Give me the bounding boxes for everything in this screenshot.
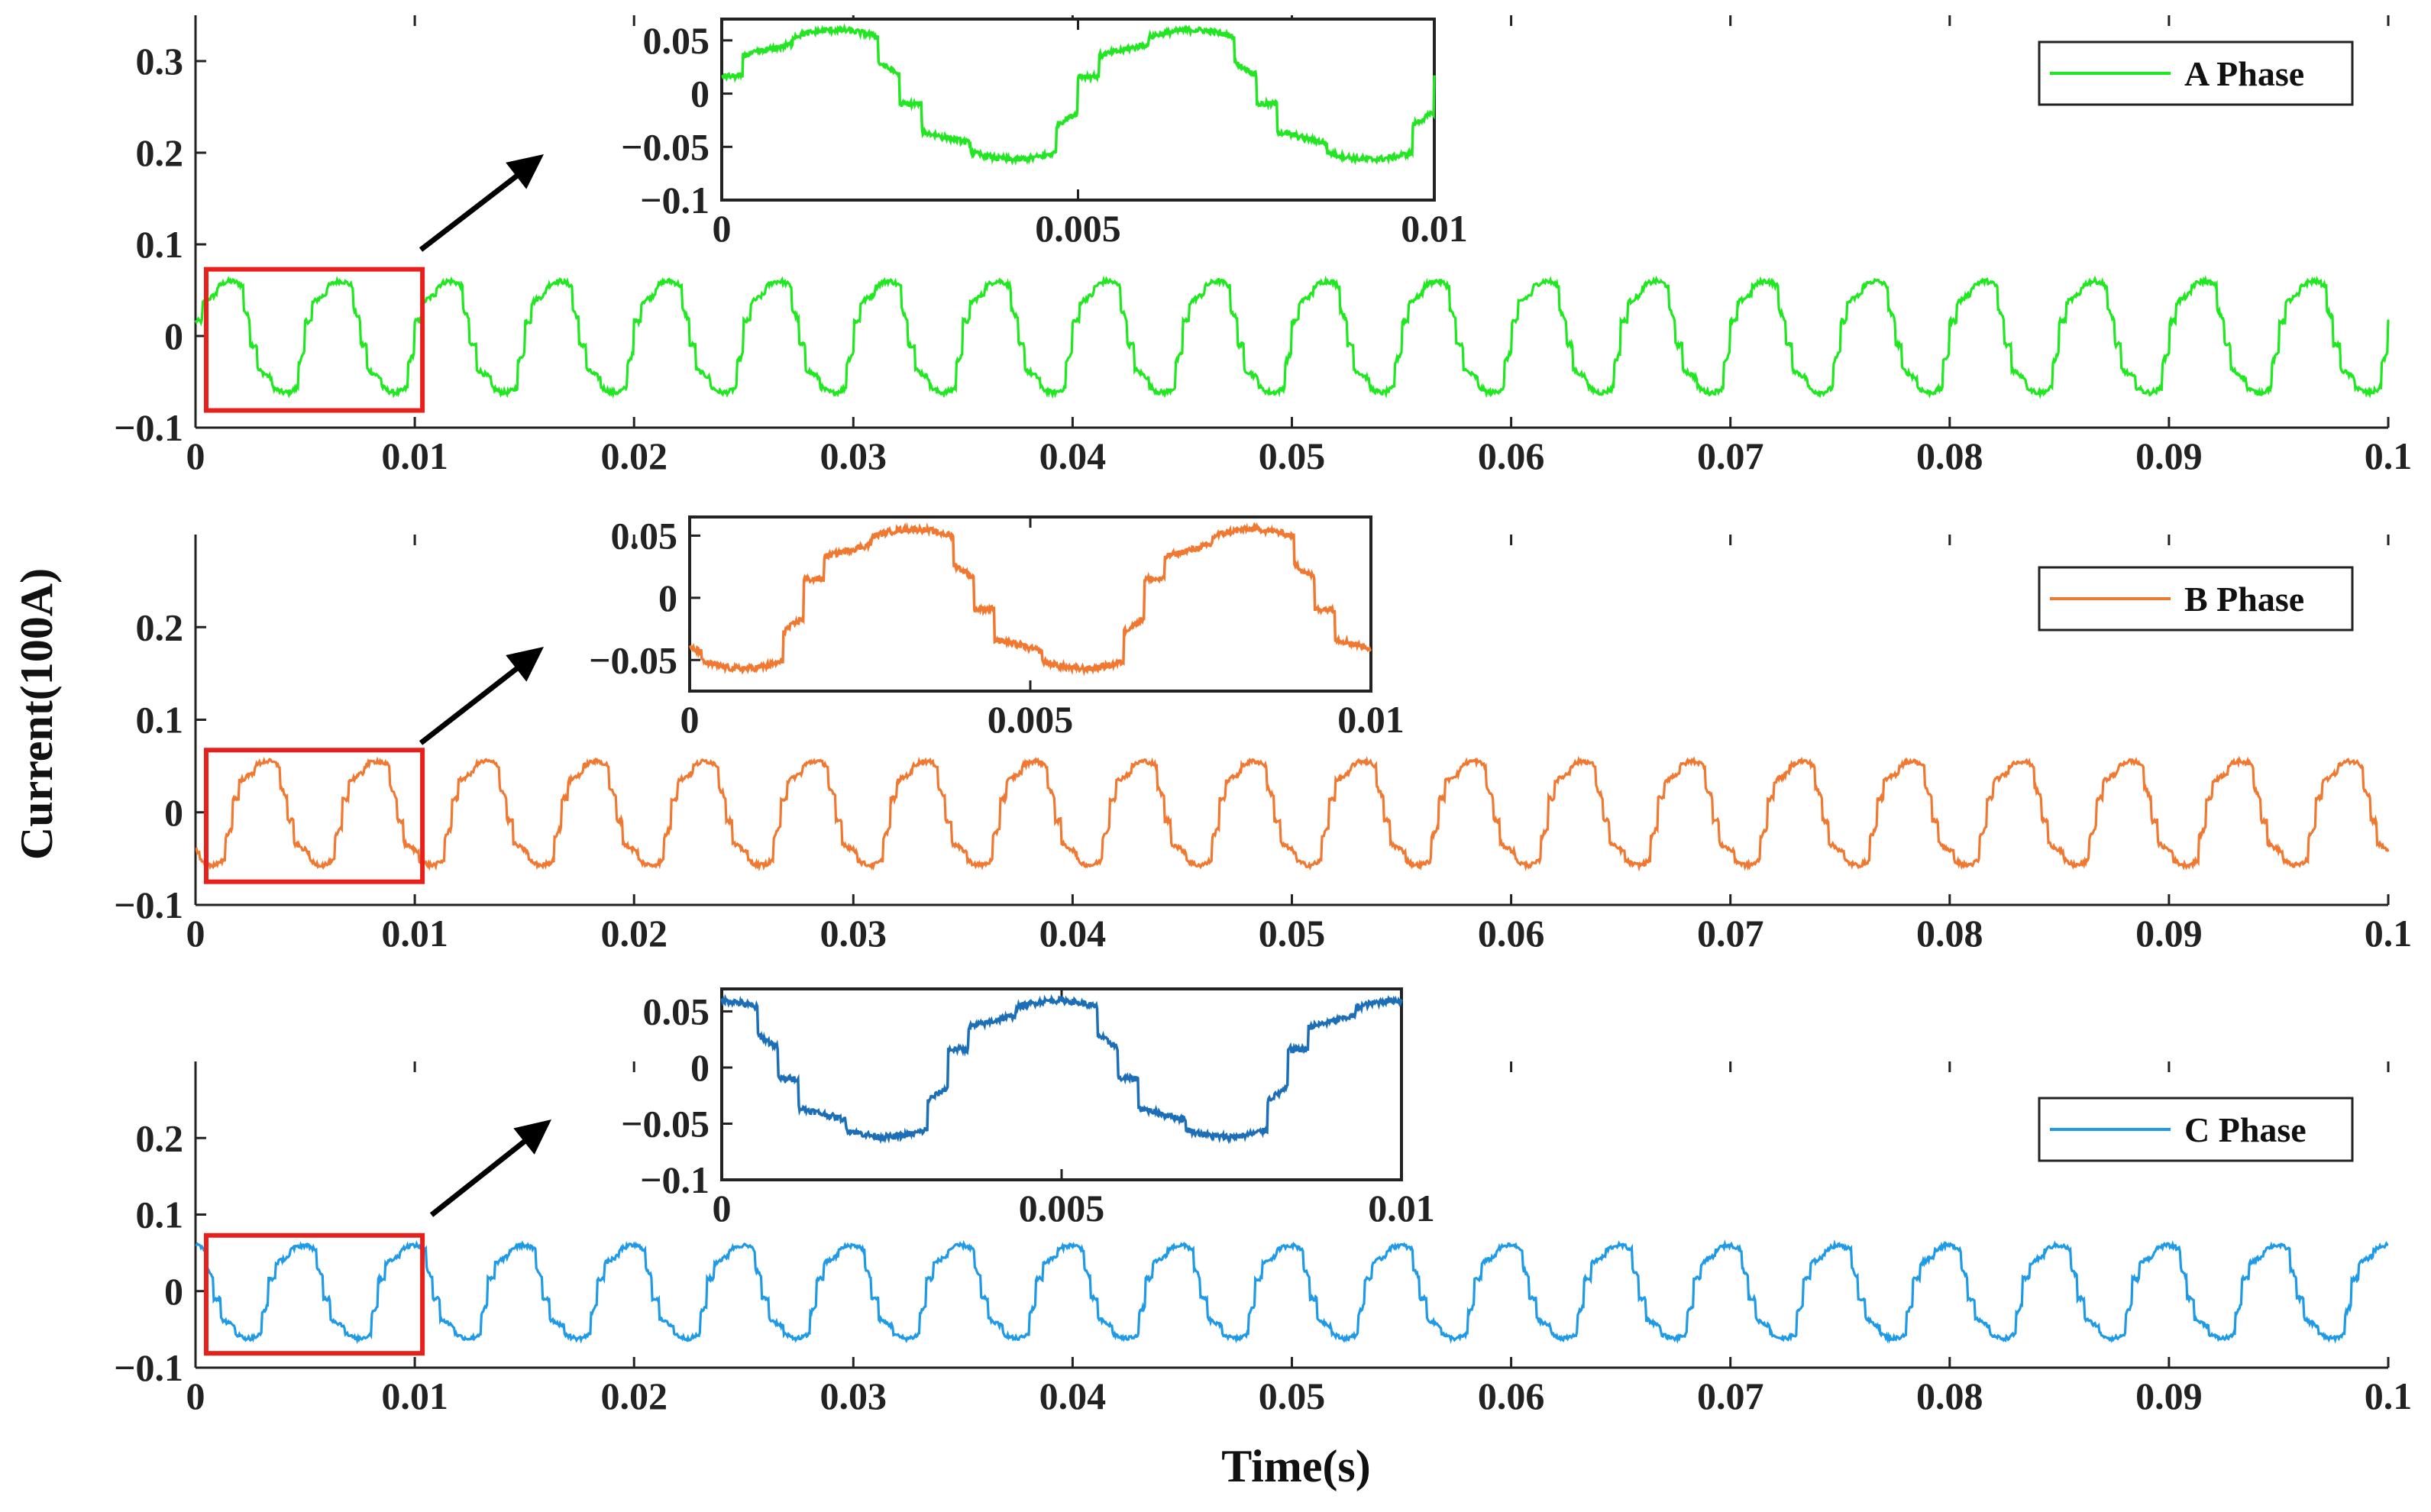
a-phase-legend-label: A Phase bbox=[2184, 54, 2304, 93]
b-phase-zoom-arrow-head bbox=[506, 647, 544, 682]
a-phase-inset-y-tick-label: −0.1 bbox=[640, 179, 710, 221]
c-phase-x-tick-label: 0.05 bbox=[1259, 1375, 1326, 1417]
b-phase-inset-x-tick-label: 0.005 bbox=[988, 698, 1074, 741]
a-phase-x-tick-label: 0.09 bbox=[2135, 435, 2203, 477]
b-phase-inset-y-tick-label: 0.05 bbox=[611, 514, 678, 557]
a-phase-inset-x-tick-label: 0 bbox=[713, 207, 732, 250]
c-phase-inset-series-line bbox=[720, 993, 1403, 1145]
b-phase-zoom-arrow bbox=[419, 656, 532, 745]
b-phase-inset-y-tick-label: −0.05 bbox=[589, 638, 677, 681]
c-phase-x-tick-label: 0.1 bbox=[2365, 1375, 2413, 1417]
b-phase-panel: 0 0.01 0.02 0.03 0.04 0.05 0.06 0.07 0.08 0.09 0.1… bbox=[114, 514, 2412, 955]
a-phase-series-line bbox=[194, 275, 2390, 400]
a-phase-zoom-box bbox=[204, 267, 425, 413]
a-phase-x-tick-label: 0.07 bbox=[1697, 435, 1764, 477]
c-phase-x-tick-label: 0.02 bbox=[600, 1375, 668, 1417]
b-phase-series-line bbox=[195, 755, 2390, 872]
c-phase-x-tick-label: 0.06 bbox=[1478, 1375, 1545, 1417]
a-phase-inset-series-line bbox=[721, 23, 1436, 166]
c-phase-x-tick-label: 0.08 bbox=[1916, 1375, 1983, 1417]
b-phase-y-tick-label: 0.2 bbox=[136, 606, 184, 648]
a-phase-y-tick-label: 0.1 bbox=[136, 223, 184, 266]
a-phase-x-tick-label: 0.03 bbox=[820, 435, 887, 477]
b-phase-x-tick-label: 0.08 bbox=[1916, 912, 1983, 955]
b-phase-zoom-box bbox=[204, 748, 425, 884]
a-phase-y-tick-label: −0.1 bbox=[114, 406, 183, 449]
c-phase-y-tick-label: 0.2 bbox=[136, 1116, 184, 1159]
a-phase-x-tick-label: 0.02 bbox=[600, 435, 668, 477]
b-phase-x-tick-label: 0.01 bbox=[381, 912, 448, 955]
b-phase-x-tick-label: 0.04 bbox=[1039, 912, 1107, 955]
b-phase-legend-label: B Phase bbox=[2184, 580, 2304, 619]
c-phase-x-tick-label: 0 bbox=[186, 1375, 205, 1417]
c-phase-y-tick-label: 0.1 bbox=[136, 1194, 184, 1236]
a-phase-y-tick-label: 0.3 bbox=[136, 40, 184, 82]
c-phase-x-tick-label: 0.01 bbox=[381, 1375, 448, 1417]
c-phase-legend-label: C Phase bbox=[2184, 1110, 2307, 1149]
c-phase-x-tick-label: 0.07 bbox=[1697, 1375, 1764, 1417]
b-phase-inset-x-tick-label: 0.01 bbox=[1337, 698, 1405, 741]
a-phase-inset-y-tick-label: 0 bbox=[690, 73, 710, 115]
a-phase-x-tick-label: 0.08 bbox=[1916, 435, 1983, 477]
c-phase-inset-x-tick-label: 0 bbox=[713, 1187, 732, 1229]
c-phase-x-tick-label: 0.09 bbox=[2135, 1375, 2203, 1417]
c-phase-zoom-arrow bbox=[429, 1129, 540, 1217]
y-axis-label: Current(100A) bbox=[11, 568, 62, 860]
b-phase-inset-frame bbox=[688, 515, 1372, 693]
b-phase-x-tick-label: 0.1 bbox=[2365, 912, 2413, 955]
a-phase-inset-x-tick-label: 0.01 bbox=[1401, 207, 1468, 250]
a-phase-inset-y-tick-label: −0.05 bbox=[621, 125, 710, 168]
c-phase-panel: 0 0.01 0.02 0.03 0.04 0.05 0.06 0.07 0.08 0.09 0.1… bbox=[114, 987, 2413, 1417]
a-phase-zoom-arrow-head bbox=[506, 154, 544, 189]
a-phase-inset-y-tick-label: 0.05 bbox=[643, 19, 710, 62]
b-phase-x-tick-label: 0.03 bbox=[820, 912, 887, 955]
b-phase-x-tick-label: 0.09 bbox=[2135, 912, 2203, 955]
a-phase-x-tick-label: 0.01 bbox=[381, 435, 448, 477]
b-phase-y-tick-label: 0 bbox=[164, 791, 183, 834]
b-phase-x-tick-label: 0.07 bbox=[1697, 912, 1764, 955]
c-phase-inset-y-tick-label: 0 bbox=[690, 1046, 710, 1089]
b-phase-x-tick-label: 0.02 bbox=[600, 912, 668, 955]
c-phase-zoom-arrow-head bbox=[513, 1119, 551, 1155]
b-phase-y-tick-label: 0.1 bbox=[136, 699, 184, 741]
a-phase-y-tick-label: 0 bbox=[164, 315, 183, 357]
b-phase-x-tick-label: 0.05 bbox=[1259, 912, 1326, 955]
x-axis-label: Time(s) bbox=[1221, 1441, 1371, 1491]
phase-panels: 0 0.01 0.02 0.03 0.04 0.05 0.06 0.07 0.08 0.09 0.1… bbox=[114, 15, 2412, 1417]
c-phase-y-tick-label: −0.1 bbox=[114, 1346, 183, 1389]
a-phase-x-tick-label: 0.04 bbox=[1039, 435, 1107, 477]
c-phase-inset-x-tick-label: 0.005 bbox=[1019, 1187, 1105, 1229]
c-phase-x-tick-label: 0.04 bbox=[1039, 1375, 1107, 1417]
b-phase-y-tick-label: −0.1 bbox=[114, 884, 183, 926]
c-phase-y-tick-label: 0 bbox=[164, 1270, 183, 1313]
a-phase-panel: 0 0.01 0.02 0.03 0.04 0.05 0.06 0.07 0.08 0.09 0.1… bbox=[114, 15, 2412, 477]
b-phase-x-tick-label: 0.06 bbox=[1478, 912, 1545, 955]
a-phase-x-tick-label: 0 bbox=[186, 435, 205, 477]
a-phase-x-tick-label: 0.05 bbox=[1259, 435, 1326, 477]
c-phase-inset-x-tick-label: 0.01 bbox=[1368, 1187, 1435, 1229]
a-phase-inset-x-tick-label: 0.005 bbox=[1035, 207, 1121, 250]
c-phase-inset-y-tick-label: 0.05 bbox=[643, 990, 710, 1032]
b-phase-inset-x-tick-label: 0 bbox=[680, 698, 700, 741]
c-phase-zoom-box bbox=[204, 1233, 425, 1356]
c-phase-inset-frame bbox=[720, 987, 1403, 1181]
b-phase-inset-series-line bbox=[688, 522, 1372, 677]
a-phase-x-tick-label: 0.1 bbox=[2365, 435, 2413, 477]
c-phase-x-tick-label: 0.03 bbox=[820, 1375, 887, 1417]
a-phase-x-tick-label: 0.06 bbox=[1478, 435, 1545, 477]
a-phase-y-tick-label: 0.2 bbox=[136, 131, 184, 174]
c-phase-inset-y-tick-label: −0.05 bbox=[621, 1102, 710, 1145]
b-phase-x-tick-label: 0 bbox=[186, 912, 205, 955]
a-phase-zoom-arrow bbox=[419, 163, 532, 252]
b-phase-inset-y-tick-label: 0 bbox=[658, 577, 677, 619]
c-phase-legend-box bbox=[2038, 1097, 2354, 1162]
c-phase-series-line bbox=[195, 1239, 2389, 1345]
c-phase-inset-y-tick-label: −0.1 bbox=[640, 1158, 710, 1201]
